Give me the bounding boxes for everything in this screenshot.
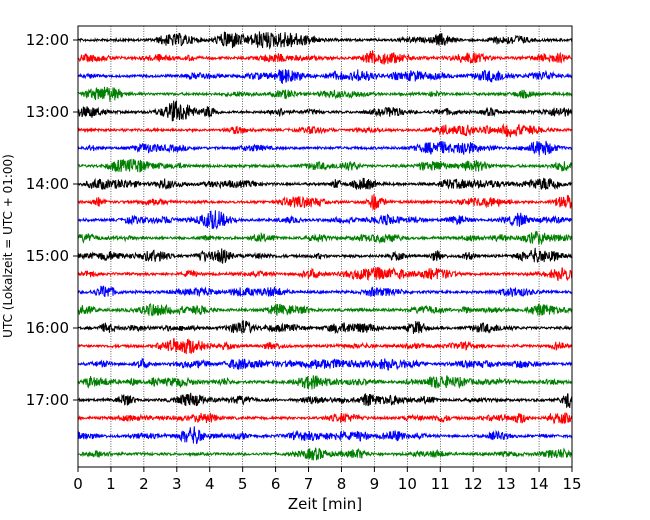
y-tick-label: 16:00 <box>26 319 69 337</box>
x-axis-label: Zeit [min] <box>288 495 362 513</box>
trace-line <box>77 302 573 317</box>
trace-line <box>77 285 573 298</box>
trace-line <box>77 158 573 173</box>
x-tick-label: 4 <box>205 475 215 493</box>
x-tick-label: 3 <box>172 475 182 493</box>
x-tick-label: 13 <box>497 475 516 493</box>
trace-line <box>77 193 573 212</box>
x-tick-label: 7 <box>304 475 314 493</box>
trace-line <box>77 338 573 355</box>
seismic-traces <box>77 31 573 461</box>
y-axis-label: UTC (Lokalzeit = UTC + 01:00) <box>1 154 15 338</box>
trace-line <box>77 247 573 265</box>
y-tick-label: 13:00 <box>26 103 69 121</box>
x-tick-label: 0 <box>73 475 83 493</box>
trace-line <box>77 392 573 409</box>
trace-line <box>77 230 573 246</box>
trace-line <box>77 140 573 156</box>
trace-line <box>77 412 573 425</box>
trace-line <box>77 426 573 445</box>
trace-line <box>77 320 573 334</box>
x-axis-ticks: 0 1 2 3 4 5 6 7 8 9 10 11 12 13 14 15 <box>73 467 582 493</box>
x-tick-label: 9 <box>370 475 380 493</box>
trace-line <box>77 31 573 50</box>
trace-line <box>77 210 573 230</box>
trace-line <box>77 50 573 65</box>
trace-line <box>77 123 573 138</box>
trace-line <box>77 69 573 84</box>
y-tick-label: 14:00 <box>26 175 69 193</box>
x-tick-label: 8 <box>337 475 347 493</box>
y-tick-label: 15:00 <box>26 247 69 265</box>
trace-line <box>77 100 573 122</box>
x-tick-label: 10 <box>398 475 417 493</box>
x-tick-label: 14 <box>530 475 549 493</box>
x-tick-label: 15 <box>562 475 581 493</box>
plot-frame <box>77 25 573 468</box>
x-tick-label: 2 <box>139 475 149 493</box>
vertical-grid <box>110 26 540 467</box>
trace-line <box>77 177 573 191</box>
x-tick-label: 12 <box>464 475 483 493</box>
x-tick-label: 1 <box>106 475 116 493</box>
y-tick-label: 17:00 <box>26 391 69 409</box>
x-tick-label: 6 <box>271 475 281 493</box>
x-tick-label: 5 <box>238 475 248 493</box>
trace-line <box>77 447 573 461</box>
trace-line <box>77 357 573 371</box>
x-tick-label: 11 <box>431 475 450 493</box>
trace-line <box>77 375 573 390</box>
y-tick-label: 12:00 <box>26 31 69 49</box>
trace-line <box>77 86 573 102</box>
y-axis-ticks: 12:00 13:00 14:00 15:00 16:00 17:00 <box>26 31 78 409</box>
trace-line <box>77 266 573 282</box>
